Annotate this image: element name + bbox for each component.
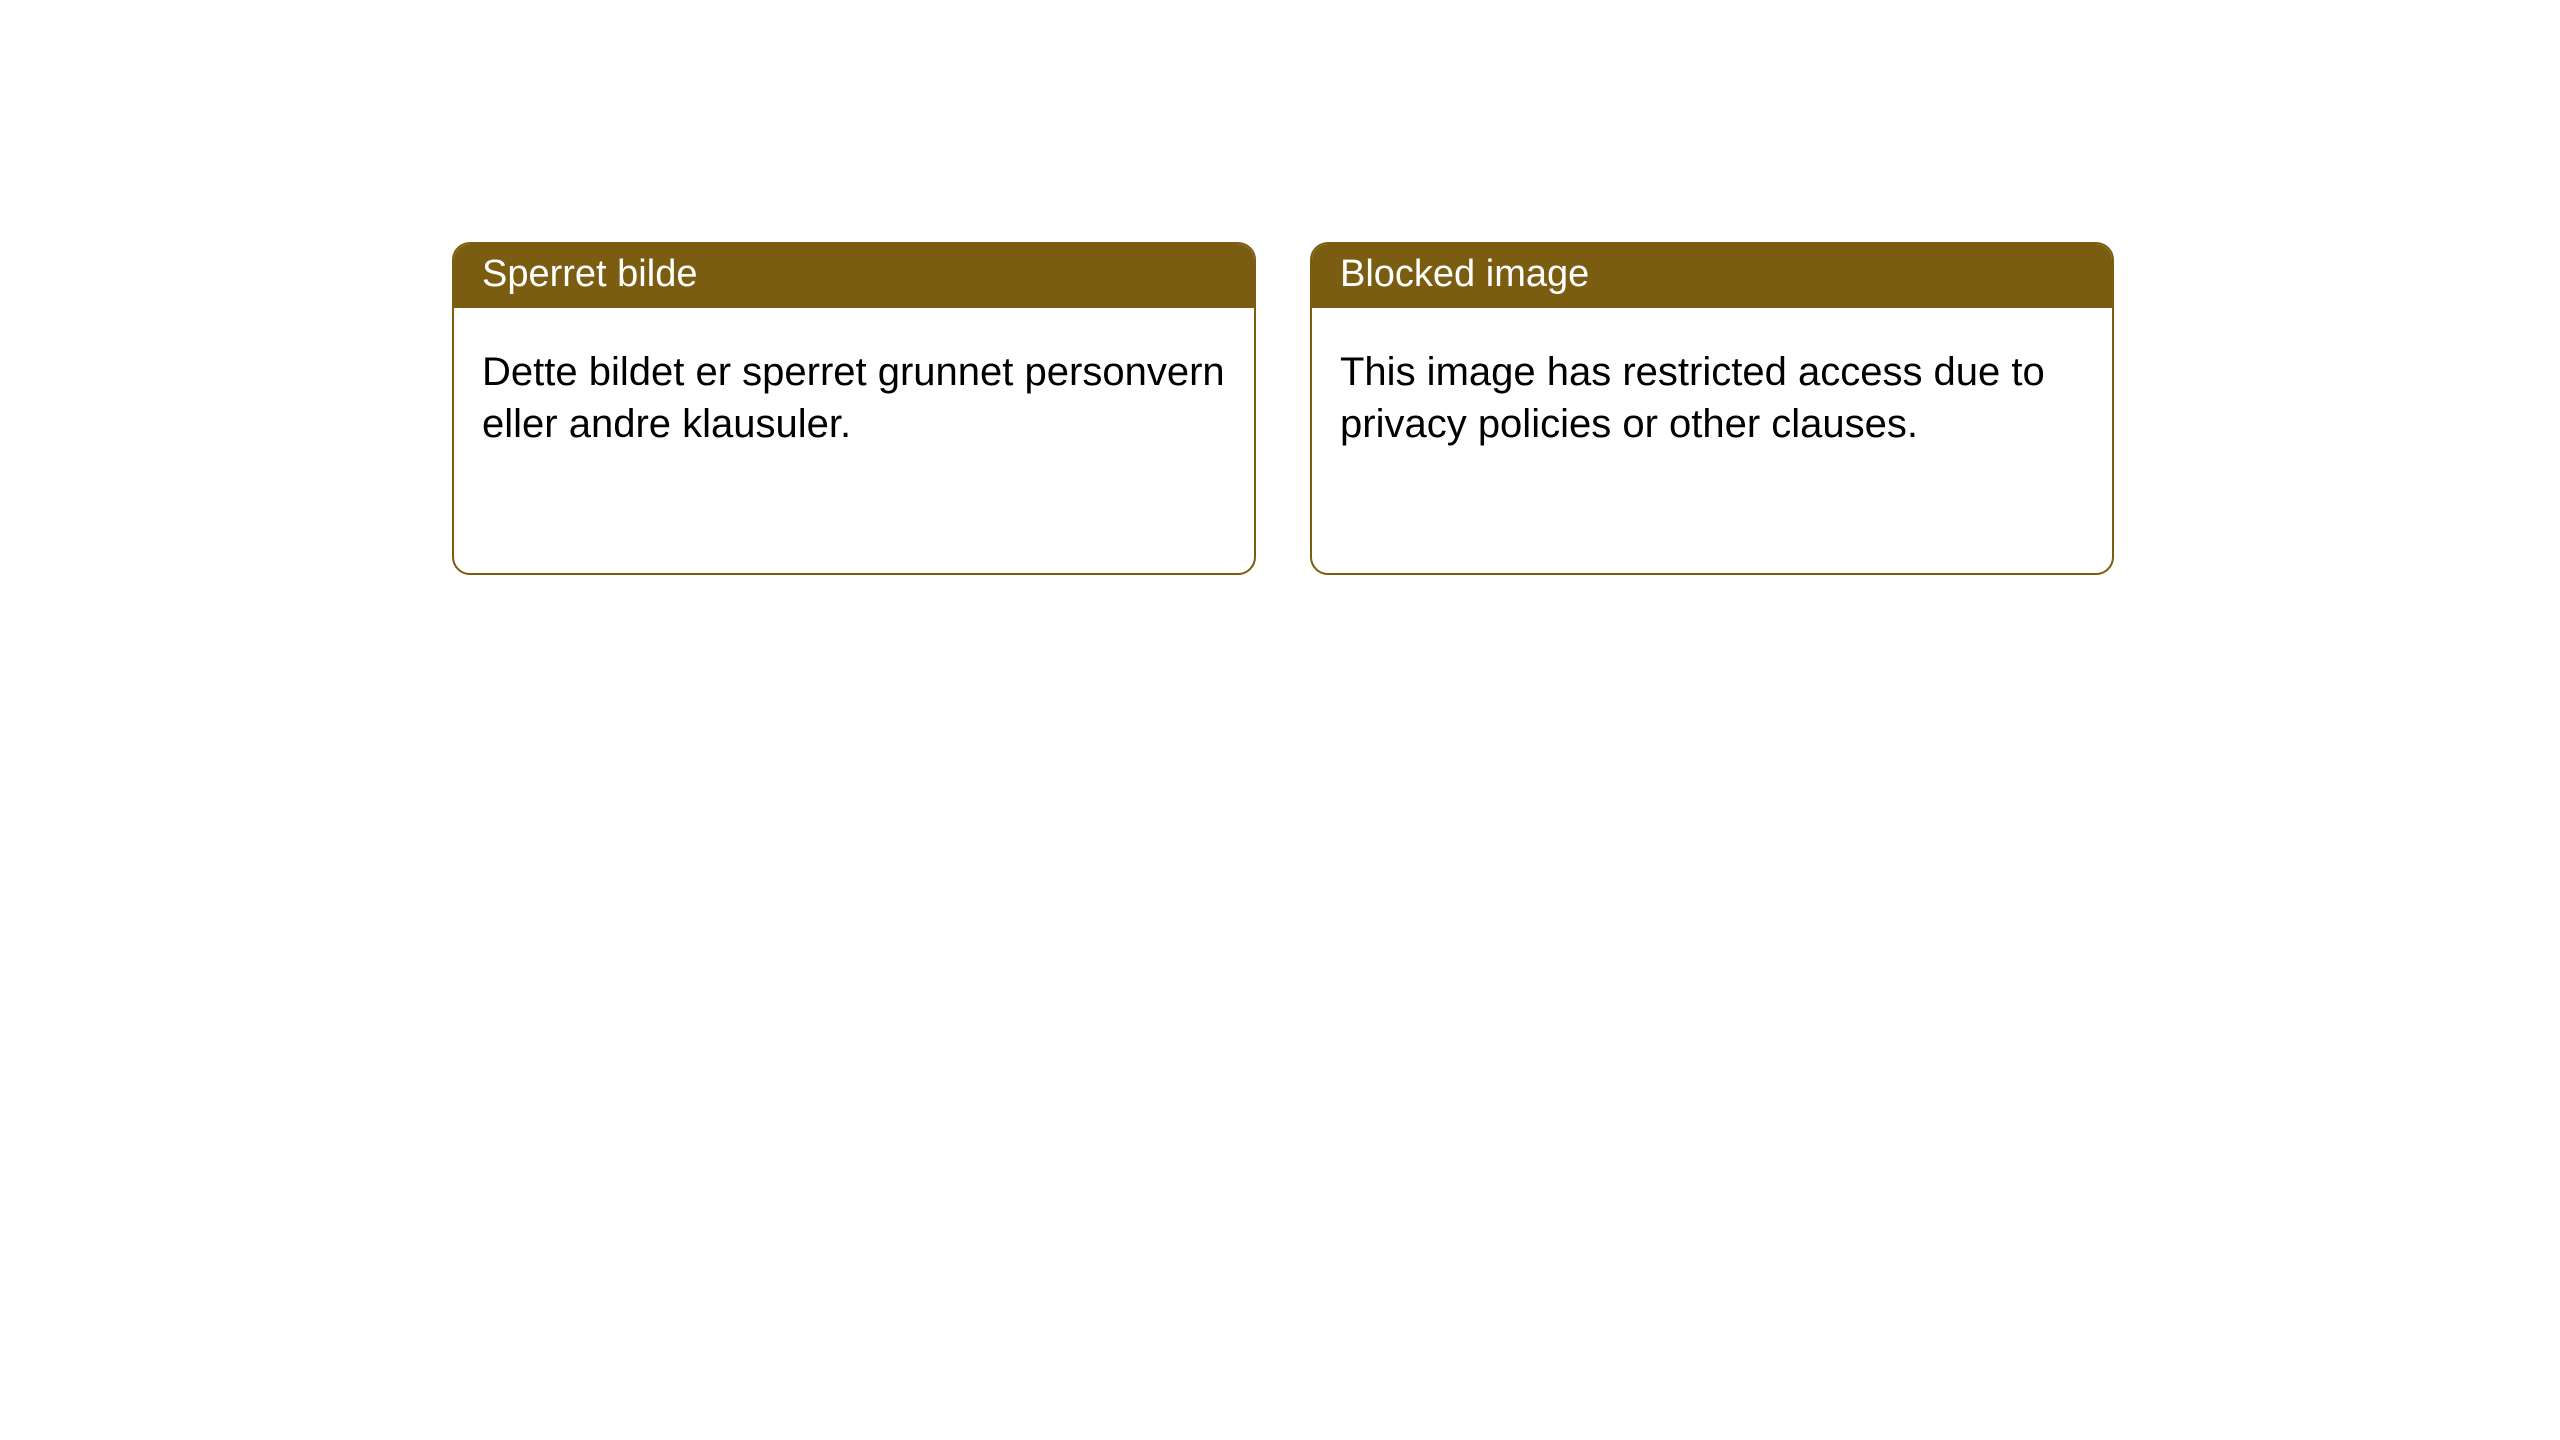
notice-box-norwegian: Sperret bilde Dette bildet er sperret gr…	[452, 242, 1256, 575]
notice-header: Blocked image	[1312, 244, 2112, 308]
notice-body: This image has restricted access due to …	[1312, 308, 2112, 478]
notice-box-english: Blocked image This image has restricted …	[1310, 242, 2114, 575]
notice-body: Dette bildet er sperret grunnet personve…	[454, 308, 1254, 478]
notice-header: Sperret bilde	[454, 244, 1254, 308]
notice-container: Sperret bilde Dette bildet er sperret gr…	[0, 0, 2560, 575]
